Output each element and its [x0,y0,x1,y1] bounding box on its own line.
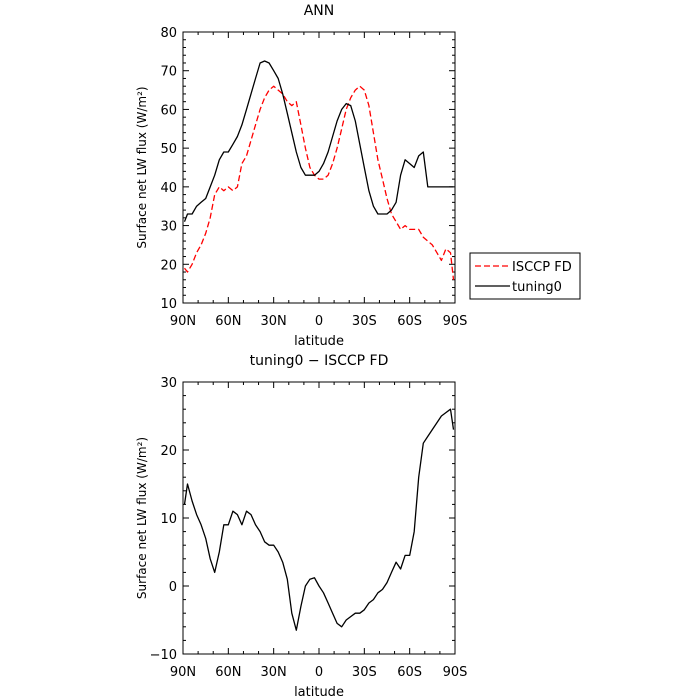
y-tick-label: 10 [160,297,177,312]
y-tick-label: 0 [169,580,177,595]
x-tick-label: 30N [261,314,287,329]
y-tick-label: 30 [160,376,177,391]
x-tick-label: 60S [397,314,422,329]
y-tick-label: 80 [160,26,177,41]
x-tick-label: 90N [170,665,196,680]
x-tick-label: 90N [170,314,196,329]
series-line-tuning0 [183,60,454,222]
y-axis-label: Surface net LW flux (W/m²) [135,437,149,599]
y-tick-label: 20 [160,444,177,459]
legend-box [469,252,581,300]
x-tick-label: 30N [261,665,287,680]
x-tick-label: 60N [215,665,241,680]
series-line-isccp-fd [183,85,455,280]
x-tick-label: 90S [443,314,468,329]
y-tick-label: 60 [160,103,177,118]
series-line-1 [183,408,455,631]
x-tick-label: 30S [352,314,377,329]
y-tick-label: 40 [160,181,177,196]
y-tick-label: 70 [160,65,177,80]
x-axis-label: latitude [294,685,344,700]
x-tick-label: 30S [352,665,377,680]
x-tick-label: 90S [443,665,468,680]
legend-label: tuning0 [512,280,562,295]
chart-title: tuning0 − ISCCP FD [250,353,389,369]
y-tick-label: 50 [160,142,177,157]
y-tick-label: 20 [160,258,177,273]
chart-1: ANN 90N 60N 30N 0 30S 60S 90S 10 20 30 40 50 60 70 80 la… [135,3,581,349]
plot-frame [182,381,456,655]
x-tick-label: 60S [397,665,422,680]
x-axis-label: latitude [294,334,344,349]
x-tick-label: 60N [215,314,241,329]
chart-title: ANN [304,3,335,19]
y-axis-label: Surface net LW flux (W/m²) [135,86,149,248]
x-tick-label: 0 [315,314,323,329]
chart-2: tuning0 − ISCCP FD 90N 60N 30N 0 30S 60S 90S −10… [135,353,467,700]
y-tick-label: 30 [160,220,177,235]
legend-label: ISCCP FD [512,260,572,275]
y-tick-label: −10 [150,648,177,663]
x-tick-label: 0 [315,665,323,680]
y-tick-label: 10 [160,512,177,527]
